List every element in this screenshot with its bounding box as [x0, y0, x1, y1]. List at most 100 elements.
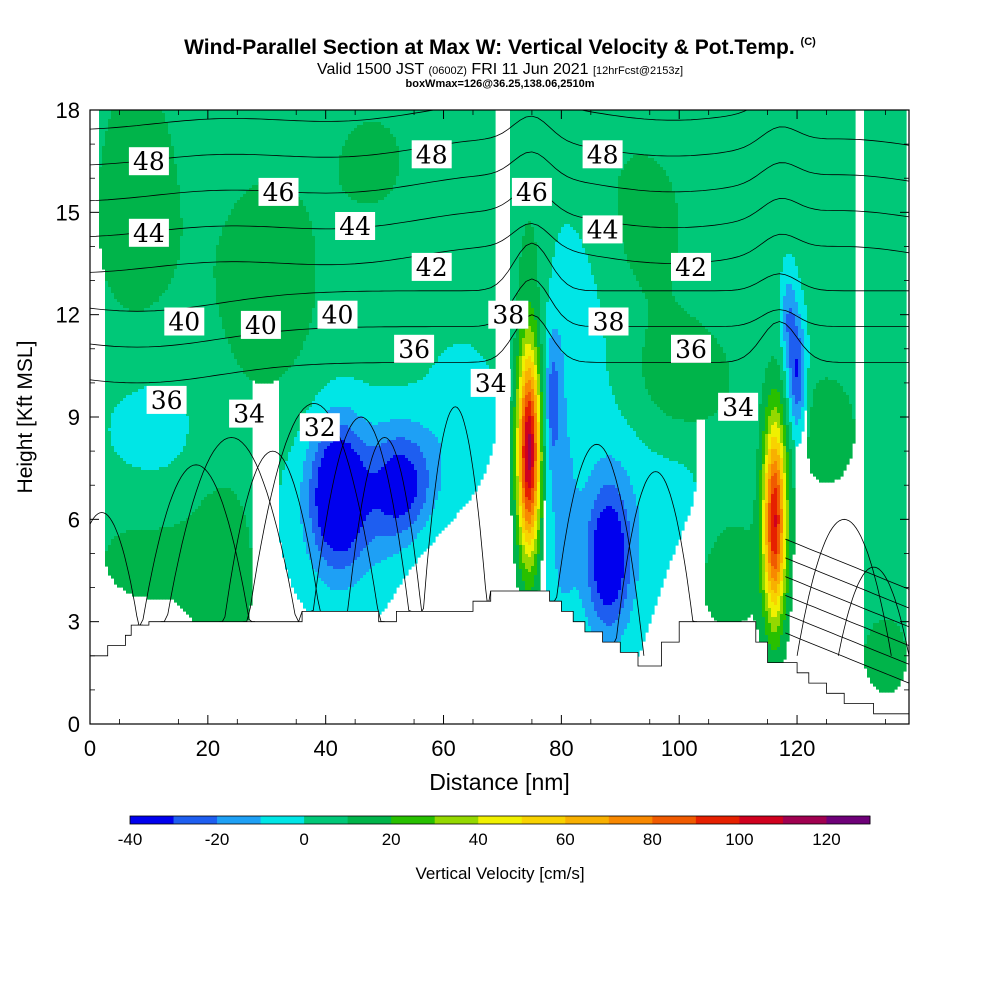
velocity-cell [366, 203, 370, 384]
contour-label: 36 [146, 385, 187, 415]
velocity-cell [318, 443, 322, 468]
velocity-cell [360, 440, 364, 462]
velocity-cell [366, 110, 370, 123]
velocity-cell [186, 518, 190, 615]
velocity-cell [534, 395, 538, 414]
isentrope-line [785, 632, 909, 684]
velocity-cell [357, 455, 361, 534]
velocity-cell [531, 308, 535, 333]
velocity-cell [117, 404, 121, 456]
velocity-cell [774, 632, 778, 651]
velocity-cell [765, 407, 769, 435]
isentrope-line [219, 450, 326, 623]
velocity-cell [582, 488, 586, 609]
velocity-cell [348, 443, 352, 549]
velocity-cell [279, 110, 283, 186]
velocity-cell [627, 476, 631, 522]
velocity-cell [519, 527, 523, 546]
velocity-cell [771, 437, 775, 450]
velocity-cell [783, 341, 787, 372]
velocity-cell [336, 377, 340, 408]
contour-label-text: 34 [722, 393, 754, 422]
colorbar-swatch [130, 816, 175, 824]
velocity-cell [840, 110, 844, 387]
velocity-cell [306, 110, 310, 213]
contour-label-box [470, 368, 511, 397]
velocity-cell [774, 422, 778, 438]
velocity-cell [150, 305, 154, 387]
velocity-cell [714, 110, 718, 339]
velocity-cell [807, 368, 811, 438]
velocity-cell [786, 539, 790, 594]
velocity-cell [528, 500, 532, 513]
velocity-cell [810, 110, 814, 408]
velocity-cell [315, 488, 319, 507]
colorbar-tick-label: 100 [725, 830, 753, 849]
velocity-cell [393, 137, 397, 186]
velocity-cell [468, 110, 472, 345]
velocity-cell [699, 323, 703, 420]
velocity-cell [834, 110, 838, 381]
contour-label-text: 44 [133, 219, 165, 248]
velocity-cell [780, 458, 784, 480]
velocity-cell [606, 605, 610, 627]
velocity-cell [621, 500, 625, 534]
velocity-cell [477, 353, 481, 486]
velocity-cell [672, 419, 676, 462]
velocity-cell [777, 611, 781, 627]
velocity-cell [795, 302, 799, 327]
velocity-cell [594, 581, 598, 612]
velocity-cell [396, 437, 400, 456]
contour-label-box [582, 215, 623, 244]
velocity-cell [327, 110, 331, 384]
velocity-cell [114, 536, 118, 585]
velocity-cell [156, 530, 160, 600]
velocity-cell [528, 416, 532, 435]
velocity-cell [798, 338, 802, 402]
velocity-cell [606, 506, 610, 606]
velocity-cell [378, 446, 382, 471]
velocity-cell [525, 395, 529, 408]
velocity-cell [765, 455, 769, 474]
velocity-cell [141, 311, 145, 390]
contour-label-box [511, 177, 552, 206]
velocity-cell [276, 110, 280, 183]
velocity-cell [345, 194, 349, 378]
velocity-cell [192, 512, 196, 624]
velocity-cell [510, 401, 514, 516]
velocity-cell [426, 428, 430, 471]
velocity-cell [480, 356, 484, 480]
velocity-cell [360, 203, 364, 381]
velocity-cell [378, 422, 382, 447]
velocity-cell [423, 110, 427, 378]
velocity-cell [762, 500, 766, 555]
velocity-cell [633, 110, 637, 156]
velocity-cell [627, 623, 631, 675]
velocity-cell [174, 164, 178, 270]
velocity-cell [609, 110, 613, 387]
velocity-cell [219, 110, 223, 237]
velocity-cell [243, 515, 247, 633]
velocity-cell [603, 623, 607, 648]
velocity-cell [564, 224, 568, 399]
velocity-cell [885, 110, 889, 621]
velocity-cell [408, 110, 412, 384]
velocity-cell [351, 587, 355, 630]
velocity-cell [141, 470, 145, 531]
velocity-cell [513, 407, 517, 501]
velocity-cell [387, 515, 391, 537]
velocity-cell [351, 377, 355, 411]
velocity-cell [522, 236, 526, 312]
velocity-cell [411, 110, 415, 384]
velocity-cell [729, 527, 733, 627]
velocity-cell [354, 560, 358, 585]
velocity-cell [573, 110, 577, 231]
velocity-cell [810, 407, 814, 474]
velocity-cell [390, 191, 394, 387]
velocity-cell [390, 386, 394, 420]
velocity-cell [519, 356, 523, 378]
velocity-cell [762, 383, 766, 432]
velocity-cell [366, 446, 370, 471]
velocity-cell [393, 419, 397, 441]
velocity-cell [114, 407, 118, 453]
